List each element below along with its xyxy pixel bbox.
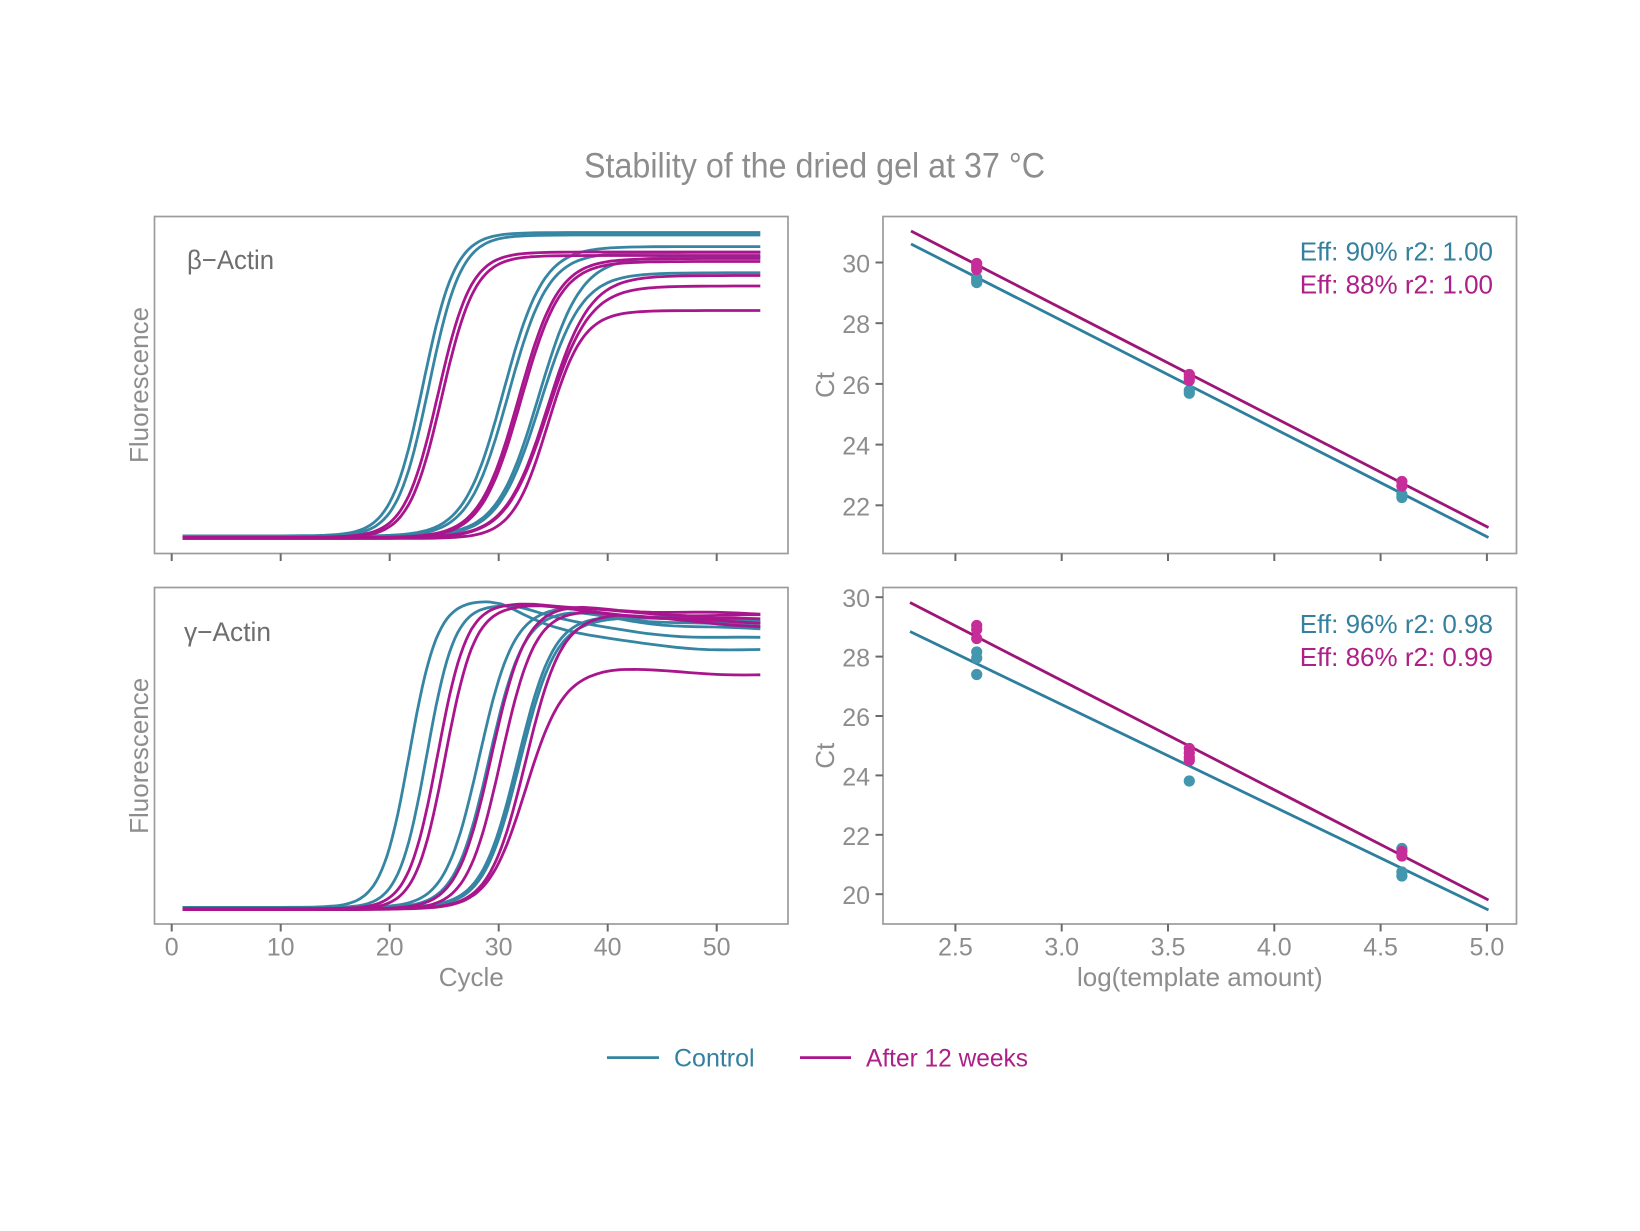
- svg-text:β−Actin: β−Actin: [187, 245, 274, 275]
- svg-text:Eff: 90% r2: 1.00: Eff: 90% r2: 1.00: [1300, 237, 1493, 267]
- svg-text:28: 28: [842, 311, 870, 339]
- svg-text:3.0: 3.0: [1044, 934, 1079, 962]
- svg-text:γ−Actin: γ−Actin: [184, 617, 271, 647]
- svg-text:Fluorescence: Fluorescence: [124, 678, 154, 834]
- svg-text:4.0: 4.0: [1257, 934, 1292, 962]
- svg-text:28: 28: [842, 645, 870, 673]
- svg-text:22: 22: [842, 823, 870, 851]
- svg-text:Stability of the dried gel at: Stability of the dried gel at 37 °C: [584, 147, 1045, 186]
- svg-text:Ct: Ct: [810, 371, 840, 398]
- svg-text:log(template amount): log(template amount): [1077, 962, 1323, 992]
- svg-text:Cycle: Cycle: [439, 962, 504, 992]
- svg-text:4.5: 4.5: [1363, 934, 1398, 962]
- svg-text:30: 30: [842, 251, 870, 279]
- svg-text:22: 22: [842, 493, 870, 521]
- svg-text:Eff: 88% r2: 1.00: Eff: 88% r2: 1.00: [1300, 270, 1493, 300]
- svg-text:Ct: Ct: [810, 742, 840, 769]
- svg-text:10: 10: [267, 934, 295, 962]
- svg-text:24: 24: [842, 433, 870, 461]
- svg-text:After 12 weeks: After 12 weeks: [866, 1045, 1028, 1073]
- svg-text:24: 24: [842, 763, 870, 791]
- svg-text:0: 0: [165, 934, 179, 962]
- svg-text:26: 26: [842, 372, 870, 400]
- svg-text:50: 50: [703, 934, 731, 962]
- svg-text:26: 26: [842, 704, 870, 732]
- svg-text:30: 30: [842, 585, 870, 613]
- svg-text:Eff: 96% r2: 0.98: Eff: 96% r2: 0.98: [1300, 609, 1493, 639]
- svg-text:20: 20: [376, 934, 404, 962]
- svg-text:Eff: 86% r2: 0.99: Eff: 86% r2: 0.99: [1300, 642, 1493, 672]
- svg-text:2.5: 2.5: [938, 934, 973, 962]
- svg-text:3.5: 3.5: [1151, 934, 1186, 962]
- svg-text:40: 40: [594, 934, 622, 962]
- svg-text:30: 30: [485, 934, 513, 962]
- svg-text:Fluorescence: Fluorescence: [124, 307, 154, 463]
- svg-text:5.0: 5.0: [1470, 934, 1505, 962]
- svg-text:Control: Control: [674, 1045, 755, 1073]
- svg-text:20: 20: [842, 882, 870, 910]
